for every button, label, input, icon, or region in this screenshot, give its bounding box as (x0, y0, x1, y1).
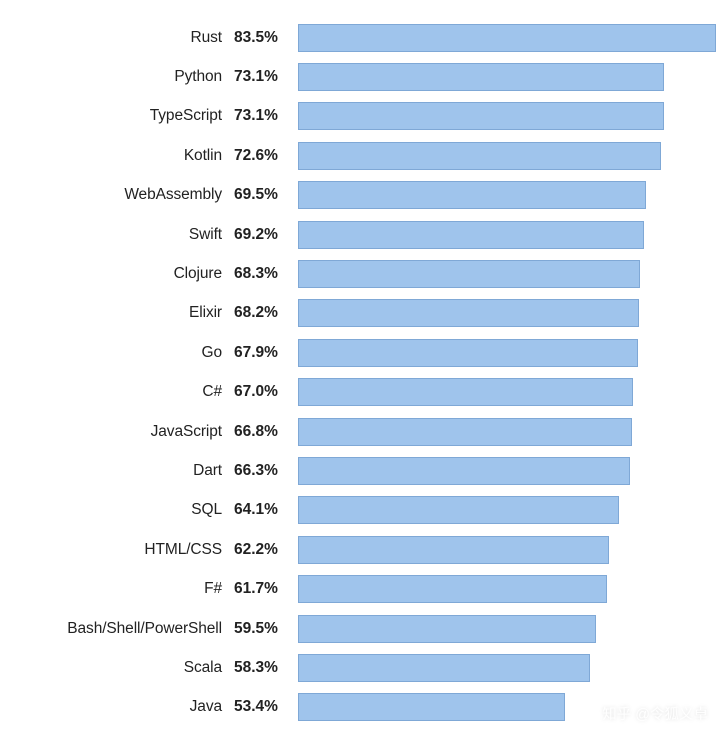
chart-row-label: Scala (4, 659, 234, 677)
chart-row-percent: 66.8% (234, 423, 298, 441)
chart-bar-track (298, 575, 716, 603)
chart-row: TypeScript73.1% (4, 97, 716, 136)
chart-row-percent: 62.2% (234, 541, 298, 559)
chart-bar (298, 260, 640, 288)
chart-bar-track (298, 142, 716, 170)
chart-row: Kotlin72.6% (4, 136, 716, 175)
chart-row-label: Java (4, 698, 234, 716)
chart-bar (298, 654, 590, 682)
chart-bar (298, 24, 716, 52)
chart-row: HTML/CSS62.2% (4, 530, 716, 569)
chart-row: Elixir68.2% (4, 294, 716, 333)
chart-row: Clojure68.3% (4, 254, 716, 293)
chart-bar (298, 457, 630, 485)
chart-bar-track (298, 536, 716, 564)
chart-bar-track (298, 378, 716, 406)
chart-bar-track (298, 221, 716, 249)
chart-row: JavaScript66.8% (4, 412, 716, 451)
chart-row-percent: 59.5% (234, 620, 298, 638)
chart-row-percent: 69.5% (234, 186, 298, 204)
chart-row-percent: 66.3% (234, 462, 298, 480)
chart-row-percent: 73.1% (234, 68, 298, 86)
chart-row-label: JavaScript (4, 423, 234, 441)
chart-bar-track (298, 339, 716, 367)
chart-bar (298, 418, 632, 446)
chart-row-label: Clojure (4, 265, 234, 283)
chart-row-label: SQL (4, 501, 234, 519)
chart-bar-track (298, 418, 716, 446)
chart-row-label: Kotlin (4, 147, 234, 165)
chart-bar-track (298, 102, 716, 130)
chart-row-percent: 69.2% (234, 226, 298, 244)
chart-row: Python73.1% (4, 57, 716, 96)
chart-bar-track (298, 260, 716, 288)
chart-row-label: Go (4, 344, 234, 362)
chart-bar-track (298, 615, 716, 643)
chart-bar (298, 693, 565, 721)
chart-bar-track (298, 654, 716, 682)
chart-row-label: Elixir (4, 304, 234, 322)
chart-row-percent: 73.1% (234, 107, 298, 125)
chart-row: Go67.9% (4, 333, 716, 372)
chart-row-percent: 61.7% (234, 580, 298, 598)
chart-row-label: HTML/CSS (4, 541, 234, 559)
chart-bar-track (298, 24, 716, 52)
chart-bar (298, 536, 609, 564)
chart-bar-track (298, 299, 716, 327)
chart-row-label: Python (4, 68, 234, 86)
chart-bar (298, 102, 664, 130)
chart-row-percent: 67.0% (234, 383, 298, 401)
chart-bar (298, 221, 644, 249)
chart-row: Rust83.5% (4, 18, 716, 57)
chart-row-label: F# (4, 580, 234, 598)
chart-bar-track (298, 181, 716, 209)
chart-bar (298, 63, 664, 91)
chart-bar (298, 142, 661, 170)
chart-row-percent: 64.1% (234, 501, 298, 519)
chart-bar (298, 339, 638, 367)
chart-row: SQL64.1% (4, 491, 716, 530)
chart-row-percent: 58.3% (234, 659, 298, 677)
chart-row-label: Swift (4, 226, 234, 244)
chart-bar (298, 496, 619, 524)
chart-bar-track (298, 63, 716, 91)
chart-row: Bash/Shell/PowerShell59.5% (4, 609, 716, 648)
chart-bar (298, 378, 633, 406)
language-popularity-chart: Rust83.5%Python73.1%TypeScript73.1%Kotli… (0, 0, 720, 727)
chart-bar-track (298, 693, 716, 721)
chart-row-label: C# (4, 383, 234, 401)
chart-row: Scala58.3% (4, 648, 716, 687)
chart-row: Java53.4% (4, 688, 716, 727)
chart-bar-track (298, 496, 716, 524)
chart-row-percent: 67.9% (234, 344, 298, 362)
chart-row-percent: 68.2% (234, 304, 298, 322)
chart-row: Swift69.2% (4, 215, 716, 254)
chart-row-label: Dart (4, 462, 234, 480)
chart-row: F#61.7% (4, 569, 716, 608)
chart-row-label: WebAssembly (4, 186, 234, 204)
chart-row-label: TypeScript (4, 107, 234, 125)
chart-bar (298, 615, 596, 643)
chart-bar-track (298, 457, 716, 485)
chart-bar (298, 575, 607, 603)
chart-row-percent: 83.5% (234, 29, 298, 47)
chart-row-label: Bash/Shell/PowerShell (4, 620, 234, 638)
chart-bar (298, 299, 639, 327)
chart-row-label: Rust (4, 29, 234, 47)
chart-row-percent: 53.4% (234, 698, 298, 716)
chart-bar (298, 181, 646, 209)
chart-row-percent: 68.3% (234, 265, 298, 283)
chart-row: Dart66.3% (4, 451, 716, 490)
chart-row: WebAssembly69.5% (4, 176, 716, 215)
chart-row: C#67.0% (4, 373, 716, 412)
chart-row-percent: 72.6% (234, 147, 298, 165)
